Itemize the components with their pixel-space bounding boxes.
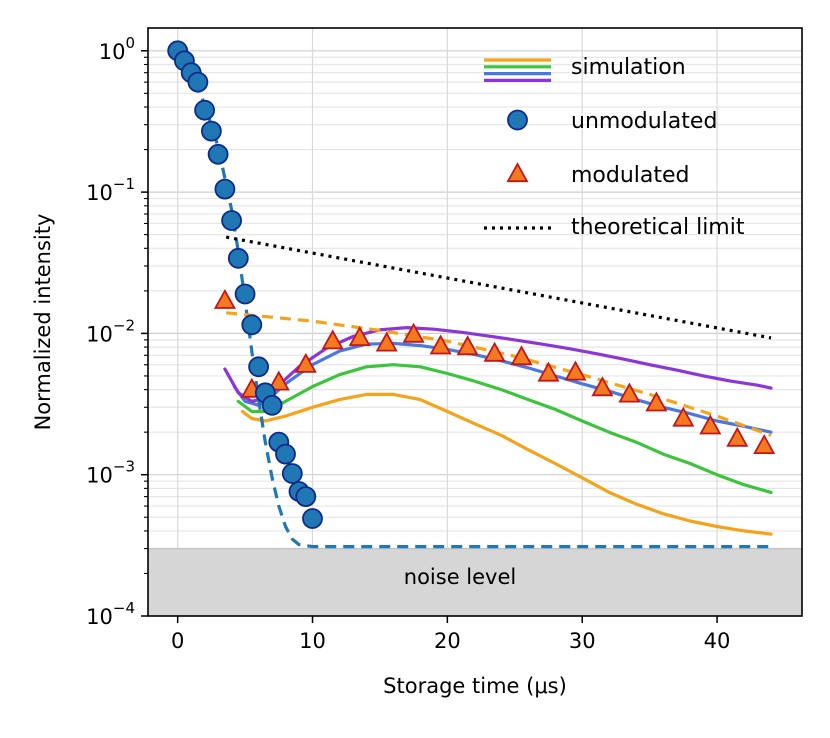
x-tick-label: 20: [434, 629, 461, 653]
modulated-point: [699, 414, 722, 435]
series-simulation-2: [236, 363, 773, 494]
y-tick-label: 10−1: [86, 175, 135, 205]
x-tick-label: 30: [569, 629, 596, 653]
unmodulated-point: [275, 443, 296, 465]
x-tick-label: 10: [299, 629, 326, 653]
y-tick-label: 100: [99, 34, 135, 64]
unmodulated-point: [234, 283, 256, 305]
series-simulation-1: [240, 392, 773, 536]
x-axis-label: Storage time (μs): [383, 674, 567, 698]
modulated-point: [456, 335, 479, 356]
modulated-point: [267, 370, 290, 391]
legend: simulation unmodulated modulated theoretica…: [484, 55, 745, 240]
modulated-point: [510, 345, 533, 366]
x-tick-label: 0: [171, 629, 184, 653]
noise-band: [148, 548, 802, 616]
modulated-point: [429, 334, 452, 355]
modulated-point: [348, 326, 371, 347]
x-tick-label: 40: [704, 629, 731, 653]
unmodulated-point: [214, 178, 236, 200]
noise-region: noise level: [148, 547, 802, 616]
y-axis-label: Normalized intensity: [31, 214, 55, 431]
modulated-point: [591, 376, 614, 397]
unmodulated-point: [295, 486, 317, 508]
unmodulated-point: [227, 247, 249, 269]
modulated-point: [294, 352, 317, 373]
y-tick-label: 10−3: [86, 458, 135, 488]
modulated-point: [402, 322, 425, 343]
y-tick-label: 10−4: [86, 599, 135, 629]
legend-label: unmodulated: [571, 109, 717, 134]
y-tick-label: 10−2: [86, 316, 135, 346]
noise-level-label: noise level: [404, 565, 516, 589]
legend-label: modulated: [571, 163, 690, 188]
plot-frame: [147, 27, 803, 617]
modulated-point: [375, 331, 398, 352]
unmodulated-point: [302, 508, 323, 529]
unmodulated-point: [248, 356, 270, 378]
unmodulated-point: [187, 71, 209, 93]
modulated-point: [537, 361, 560, 382]
unmodulated-point: [194, 99, 216, 121]
y-axis: 10−4 10−3 10−2 10−1 100: [86, 34, 148, 629]
legend-unmodulated-marker: [507, 109, 528, 131]
legend-label: simulation: [571, 55, 686, 80]
unmodulated-point: [261, 394, 283, 416]
modulated-point: [213, 288, 236, 309]
modulated-point: [645, 391, 668, 412]
x-axis: 0 10 20 30 40: [171, 616, 730, 653]
legend-modulated-marker: [506, 162, 529, 183]
series-layer: [167, 40, 776, 549]
modulated-point: [672, 406, 695, 427]
legend-label: theoretical limit: [571, 215, 745, 240]
series-modulated-fit: [226, 311, 772, 437]
unmodulated-point: [207, 143, 229, 165]
modulated-point: [564, 360, 587, 381]
unmodulated-point: [281, 463, 303, 484]
unmodulated-point: [200, 120, 222, 142]
unmodulated-point: [241, 314, 263, 336]
modulated-point: [618, 382, 641, 403]
unmodulated-point: [221, 210, 243, 231]
modulated-point: [753, 434, 776, 455]
modulated-point: [726, 426, 749, 447]
modulated-point: [483, 341, 506, 362]
modulated-point: [321, 329, 344, 350]
